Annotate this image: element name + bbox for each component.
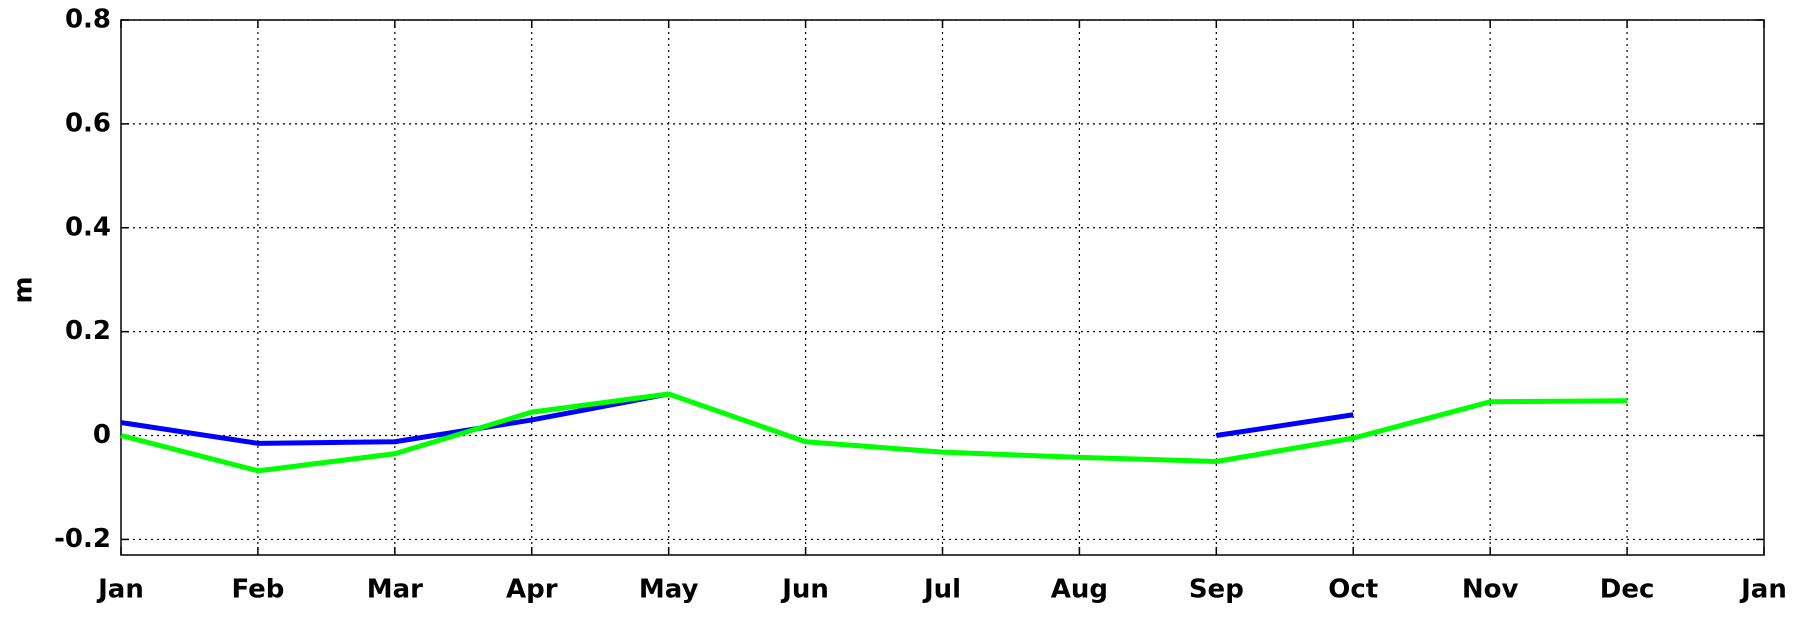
- y-tick-label: 0.6: [65, 108, 111, 138]
- x-tick-label: Jul: [922, 575, 961, 605]
- plot-frame: [120, 19, 1765, 556]
- x-tick-label: Feb: [231, 575, 284, 605]
- data-line: [120, 391, 1354, 446]
- x-tick-label: Oct: [1328, 575, 1378, 605]
- y-tick-label: 0.4: [65, 212, 111, 242]
- x-tick-label: Jan: [96, 575, 144, 605]
- data-line: [120, 391, 1628, 474]
- x-tick-label: Jan: [1739, 575, 1787, 605]
- x-tick-label: Apr: [506, 575, 558, 605]
- y-tick-label: 0.8: [65, 5, 111, 35]
- y-tick-label: 0.2: [65, 316, 111, 346]
- x-tick-label: Nov: [1462, 575, 1519, 605]
- x-tick-label: Sep: [1189, 575, 1244, 605]
- y-tick-label: 0: [93, 420, 111, 450]
- x-tick-label: May: [639, 575, 699, 605]
- x-tick-label: Mar: [367, 575, 423, 605]
- x-tick-label: Aug: [1051, 575, 1108, 605]
- x-tick-label: Jun: [780, 575, 829, 605]
- y-axis-label: m: [9, 276, 39, 303]
- x-tick-label: Dec: [1600, 575, 1655, 605]
- y-tick-label: -0.2: [54, 524, 111, 554]
